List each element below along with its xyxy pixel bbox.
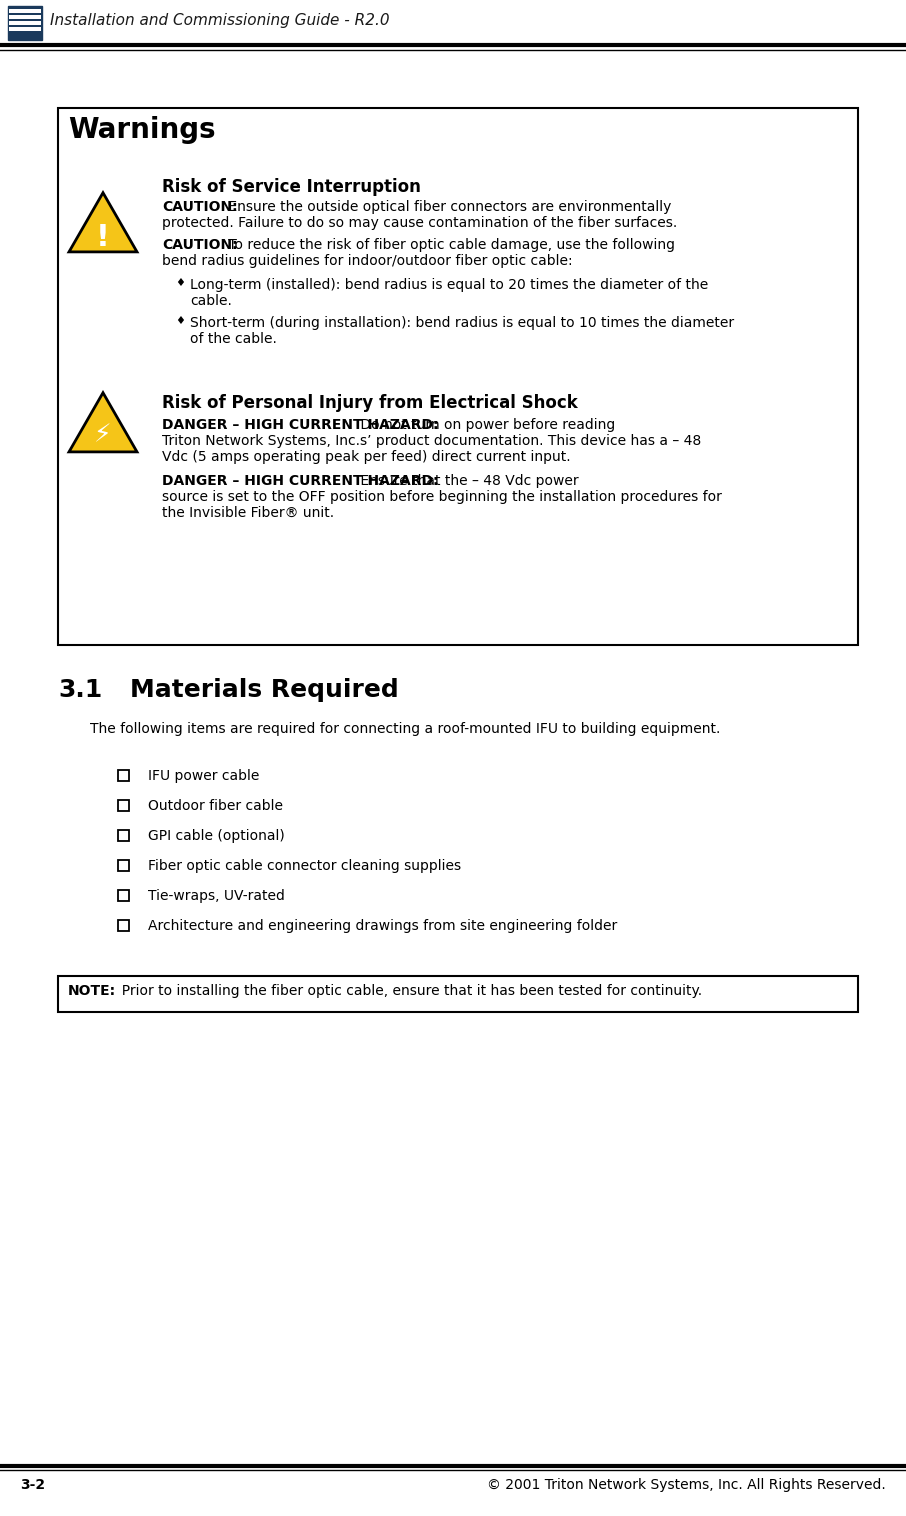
Text: Long-term (installed): bend radius is equal to 20 times the diameter of the: Long-term (installed): bend radius is eq… [190, 277, 708, 293]
Bar [9, 27, 41, 30]
Text: protected. Failure to do so may cause contamination of the fiber surfaces.: protected. Failure to do so may cause co… [162, 215, 678, 230]
Text: DANGER – HIGH CURRENT HAZARD:: DANGER – HIGH CURRENT HAZARD: [162, 475, 439, 488]
Text: !: ! [96, 223, 110, 253]
Bar [118, 800, 129, 811]
Text: Triton Network Systems, Inc.s’ product documentation. This device has a – 48: Triton Network Systems, Inc.s’ product d… [162, 434, 701, 449]
Text: cable.: cable. [190, 294, 232, 308]
Text: 3.1: 3.1 [58, 678, 102, 702]
Text: Tie-wraps, UV-rated: Tie-wraps, UV-rated [148, 888, 284, 904]
Text: 3-2: 3-2 [20, 1478, 45, 1492]
Text: Ensure that the – 48 Vdc power: Ensure that the – 48 Vdc power [356, 475, 579, 488]
Text: The following items are required for connecting a roof-mounted IFU to building e: The following items are required for con… [90, 722, 720, 735]
Text: Architecture and engineering drawings from site engineering folder: Architecture and engineering drawings fr… [148, 919, 617, 932]
Text: Risk of Service Interruption: Risk of Service Interruption [162, 177, 421, 196]
Text: Warnings: Warnings [68, 117, 216, 144]
Text: bend radius guidelines for indoor/outdoor fiber optic cable:: bend radius guidelines for indoor/outdoo… [162, 255, 573, 268]
Text: CAUTION:: CAUTION: [162, 238, 237, 252]
Bar [9, 15, 41, 20]
Bar [118, 860, 129, 872]
Text: Do not turn on power before reading: Do not turn on power before reading [356, 418, 615, 432]
Text: © 2001 Triton Network Systems, Inc. All Rights Reserved.: © 2001 Triton Network Systems, Inc. All … [487, 1478, 886, 1492]
Text: Short-term (during installation): bend radius is equal to 10 times the diameter: Short-term (during installation): bend r… [190, 315, 734, 330]
Text: Vdc (5 amps operating peak per feed) direct current input.: Vdc (5 amps operating peak per feed) dir… [162, 450, 571, 464]
Bar [58, 976, 858, 1013]
Bar [118, 920, 129, 931]
Text: Installation and Commissioning Guide - R2.0: Installation and Commissioning Guide - R… [50, 12, 390, 27]
Text: Risk of Personal Injury from Electrical Shock: Risk of Personal Injury from Electrical … [162, 394, 578, 412]
Text: To reduce the risk of fiber optic cable damage, use the following: To reduce the risk of fiber optic cable … [224, 238, 675, 252]
Text: ♦: ♦ [175, 315, 185, 326]
Text: of the cable.: of the cable. [190, 332, 277, 346]
Text: DANGER – HIGH CURRENT HAZARD:: DANGER – HIGH CURRENT HAZARD: [162, 418, 439, 432]
Polygon shape [69, 393, 137, 452]
Text: the Invisible Fiber® unit.: the Invisible Fiber® unit. [162, 506, 334, 520]
Bar [9, 9, 41, 14]
Bar [118, 829, 129, 841]
Bar [58, 108, 858, 644]
Text: ♦: ♦ [175, 277, 185, 288]
Bar [118, 770, 129, 781]
Text: source is set to the OFF position before beginning the installation procedures f: source is set to the OFF position before… [162, 490, 722, 503]
Text: NOTE:: NOTE: [68, 984, 116, 998]
Text: Materials Required: Materials Required [130, 678, 399, 702]
Text: CAUTION:: CAUTION: [162, 200, 237, 214]
Text: GPI cable (optional): GPI cable (optional) [148, 829, 284, 843]
Text: Fiber optic cable connector cleaning supplies: Fiber optic cable connector cleaning sup… [148, 860, 461, 873]
Text: Outdoor fiber cable: Outdoor fiber cable [148, 799, 283, 813]
Text: Ensure the outside optical fiber connectors are environmentally: Ensure the outside optical fiber connect… [224, 200, 671, 214]
Bar [8, 6, 42, 39]
Bar [9, 21, 41, 24]
Text: Prior to installing the fiber optic cable, ensure that it has been tested for co: Prior to installing the fiber optic cabl… [113, 984, 702, 998]
Text: IFU power cable: IFU power cable [148, 769, 259, 782]
Text: ⚡: ⚡ [94, 423, 111, 447]
Polygon shape [69, 193, 137, 252]
Bar [118, 890, 129, 901]
